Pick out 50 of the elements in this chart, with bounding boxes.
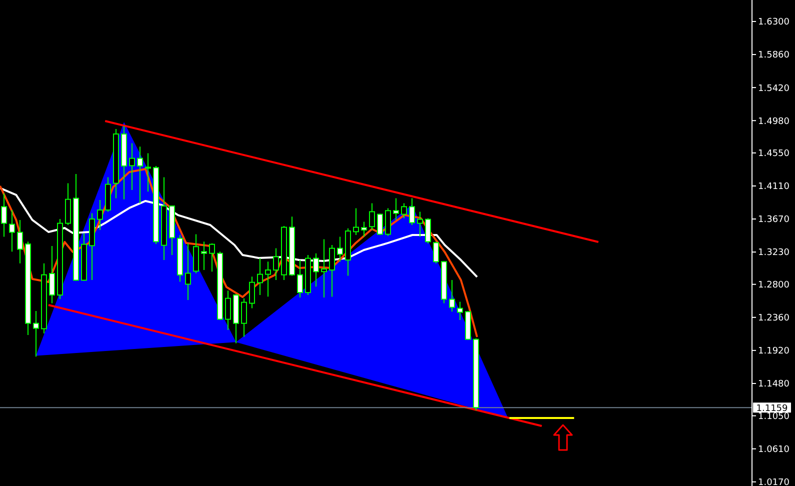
candlestick <box>265 261 271 298</box>
y-tick-label: 1.6300 <box>758 18 790 28</box>
candlestick <box>201 241 207 270</box>
candlestick <box>1 192 7 238</box>
y-tick-label: 1.5420 <box>758 84 790 94</box>
candlestick <box>97 200 103 230</box>
candlestick <box>145 152 151 192</box>
candlestick <box>209 242 215 272</box>
y-tick-label: 1.4550 <box>758 149 790 160</box>
y-tick-label: 1.2360 <box>758 314 790 324</box>
candlestick <box>385 208 391 236</box>
y-tick-label: 1.5860 <box>758 50 790 61</box>
candlestick <box>401 202 407 219</box>
y-tick-label: 1.1480 <box>758 380 790 390</box>
candlestick <box>457 301 463 321</box>
candlestick <box>33 310 39 358</box>
candlestick <box>273 248 279 280</box>
candlestick <box>369 202 375 230</box>
y-tick-label: 1.3230 <box>758 248 790 258</box>
candlestick <box>425 218 431 244</box>
candlestick <box>257 258 263 296</box>
y-tick-label: 1.0610 <box>758 445 790 456</box>
line-series <box>0 168 478 338</box>
candlestick <box>129 142 135 191</box>
candlestick <box>361 221 367 238</box>
candlestick <box>433 241 439 264</box>
y-tick-label: 1.3670 <box>758 215 790 226</box>
y-tick-label: 1.1050 <box>758 412 790 422</box>
candlestick <box>393 198 399 220</box>
candlestick <box>225 290 231 331</box>
candlestick <box>353 208 359 236</box>
candlestick <box>449 279 455 312</box>
candlestick <box>185 242 191 300</box>
candlestick <box>49 245 55 304</box>
candlestick <box>337 236 343 262</box>
candlestick <box>409 198 415 226</box>
y-tick-label: 1.2800 <box>758 280 790 291</box>
candlestick <box>321 238 327 298</box>
y-tick-label: 1.4980 <box>758 116 790 127</box>
y-tick-label: 1.0170 <box>758 478 790 486</box>
candlestick <box>417 211 423 238</box>
y-tick-label: 1.1920 <box>758 346 790 357</box>
y-tick-label: 1.4110 <box>758 182 790 192</box>
candlestick <box>249 276 255 309</box>
candlestick <box>9 209 15 252</box>
candlestick <box>329 244 335 298</box>
candlestick <box>65 182 71 226</box>
candlestick <box>377 213 383 236</box>
candlestick <box>17 219 23 264</box>
candlestick <box>241 298 247 338</box>
